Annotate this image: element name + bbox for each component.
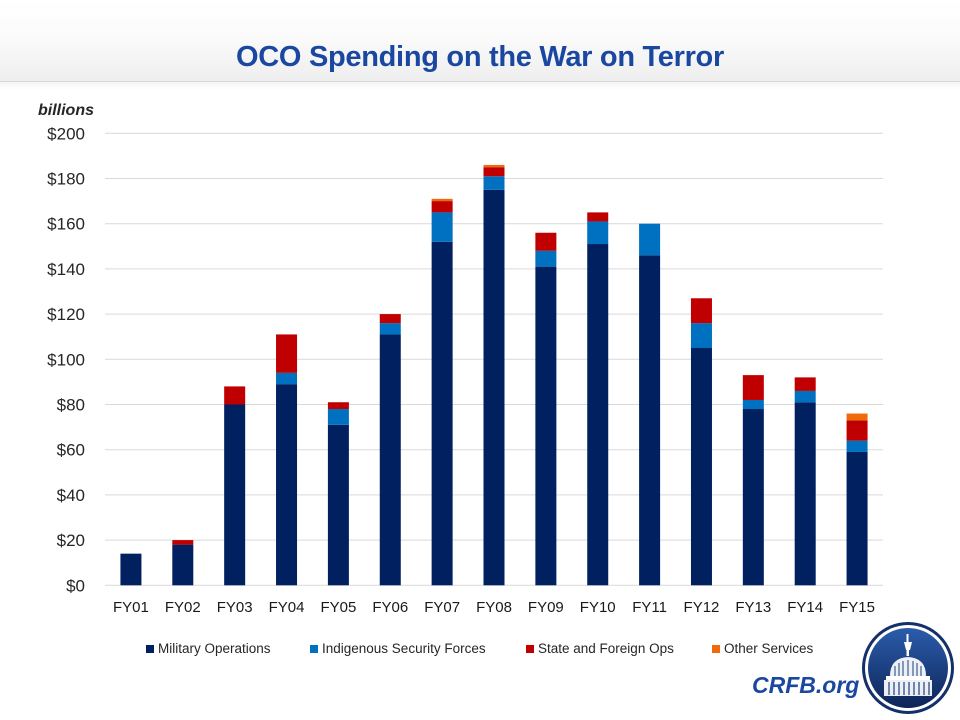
bar-segment-military-operations-fy09 (535, 266, 557, 586)
bar-segment-military-operations-fy14 (794, 402, 816, 586)
bar-segment-military-operations-fy12 (690, 348, 712, 586)
bar-segment-state-and-foreign-ops-fy05 (327, 402, 349, 410)
y-axis-ticks: $0 $20 $40 $60 $80 $100 $120 $140 $160 $180 $200 (47, 124, 85, 595)
bar-segment-indigenous-security-forces-fy14 (794, 390, 816, 403)
x-tick-label: FY14 (787, 599, 823, 616)
x-tick-label: FY10 (580, 599, 616, 616)
bar-segment-indigenous-security-forces-fy05 (327, 409, 349, 425)
x-tick-label: FY15 (839, 599, 875, 616)
bar-segment-state-and-foreign-ops-fy10 (587, 212, 609, 222)
bar-segment-indigenous-security-forces-fy10 (587, 221, 609, 245)
x-axis-labels: FY01 FY02 FY03 FY04 FY05 FY06 FY07 FY08 FY09 FY10… (113, 599, 875, 616)
bar-segment-indigenous-security-forces-fy07 (431, 212, 453, 242)
bar-segment-military-operations-fy04 (276, 384, 298, 586)
y-tick-label: $40 (57, 486, 85, 505)
bar-segment-state-and-foreign-ops-fy03 (224, 386, 246, 405)
bar-segment-military-operations-fy07 (431, 241, 453, 586)
bar-segment-military-operations-fy11 (639, 255, 661, 586)
bar-segment-military-operations-fy08 (483, 189, 505, 586)
bar-segment-other-services-fy15 (846, 413, 868, 421)
bar-segment-military-operations-fy02 (172, 544, 194, 586)
y-tick-label: $200 (47, 124, 85, 143)
bar-segment-state-and-foreign-ops-fy07 (431, 201, 453, 213)
x-tick-label: FY04 (269, 599, 305, 616)
x-tick-label: FY03 (217, 599, 253, 616)
legend-label: Military Operations (158, 641, 271, 656)
header-shadow (0, 82, 960, 90)
bar-segment-state-and-foreign-ops-fy02 (172, 540, 194, 545)
bar-segment-indigenous-security-forces-fy08 (483, 176, 505, 190)
y-tick-label: $20 (57, 531, 85, 550)
bar-segment-military-operations-fy06 (379, 334, 401, 586)
y-axis-unit-label: billions (38, 102, 94, 119)
bar-segment-military-operations-fy13 (742, 409, 764, 586)
legend-item-indigenous-security-forces: Indigenous Security Forces (310, 641, 486, 656)
bar-segment-state-and-foreign-ops-fy13 (742, 375, 764, 400)
chart-title: OCO Spending on the War on Terror (236, 41, 724, 73)
x-tick-label: FY05 (320, 599, 356, 616)
bar-segment-indigenous-security-forces-fy12 (690, 323, 712, 348)
x-tick-label: FY12 (684, 599, 720, 616)
bar-segment-military-operations-fy15 (846, 451, 868, 586)
bar-segment-indigenous-security-forces-fy15 (846, 440, 868, 452)
bar-segment-military-operations-fy05 (327, 424, 349, 586)
bar-segment-state-and-foreign-ops-fy09 (535, 232, 557, 251)
y-tick-label: $140 (47, 260, 85, 279)
legend-swatch-military-operations (146, 644, 154, 653)
brand-link[interactable]: CRFB.org (752, 672, 860, 698)
y-tick-label: $80 (57, 396, 85, 415)
y-tick-label: $160 (47, 215, 85, 234)
x-tick-label: FY01 (113, 599, 149, 616)
legend-item-state-and-foreign-ops: State and Foreign Ops (526, 641, 674, 656)
legend-item-other-services: Other Services (712, 641, 813, 656)
x-tick-label: FY08 (476, 599, 512, 616)
capitol-dome-logo-icon (862, 622, 954, 714)
bar-segment-indigenous-security-forces-fy11 (639, 223, 661, 256)
y-tick-label: $120 (47, 305, 85, 324)
legend-item-military-operations: Military Operations (146, 641, 271, 656)
bar-segment-state-and-foreign-ops-fy14 (794, 377, 816, 391)
bar-segment-indigenous-security-forces-fy06 (379, 323, 401, 335)
bar-segment-state-and-foreign-ops-fy15 (846, 420, 868, 441)
legend: Military Operations Indigenous Security … (0, 641, 960, 661)
x-tick-label: FY09 (528, 599, 564, 616)
y-tick-label: $0 (66, 576, 85, 595)
y-tick-label: $60 (57, 441, 85, 460)
bar-segment-state-and-foreign-ops-fy12 (690, 298, 712, 324)
x-tick-label: FY06 (372, 599, 408, 616)
legend-label: Other Services (724, 641, 814, 656)
bar-segment-military-operations-fy01 (120, 553, 142, 586)
bar-segment-military-operations-fy10 (587, 244, 609, 586)
bar-segment-state-and-foreign-ops-fy04 (276, 334, 298, 373)
bar-segment-state-and-foreign-ops-fy08 (483, 167, 505, 177)
bar-segment-indigenous-security-forces-fy09 (535, 250, 557, 267)
bar-segment-state-and-foreign-ops-fy06 (379, 314, 401, 324)
legend-swatch-indigenous-security-forces (310, 644, 318, 653)
bar-segment-military-operations-fy03 (224, 404, 246, 586)
bar-segment-indigenous-security-forces-fy13 (742, 399, 764, 410)
bars (120, 164, 868, 586)
y-tick-label: $100 (47, 350, 85, 369)
legend-label: State and Foreign Ops (538, 641, 674, 656)
x-tick-label: FY02 (165, 599, 201, 616)
header-band (0, 0, 960, 82)
bar-segment-other-services-fy08 (483, 164, 505, 168)
x-tick-label: FY07 (424, 599, 460, 616)
y-tick-label: $180 (47, 170, 85, 189)
bar-segment-indigenous-security-forces-fy04 (276, 372, 298, 385)
x-tick-label: FY13 (735, 599, 771, 616)
legend-swatch-state-and-foreign-ops (526, 644, 534, 653)
legend-swatch-other-services (712, 644, 720, 653)
legend-label: Indigenous Security Forces (322, 641, 486, 656)
x-tick-label: FY11 (632, 599, 667, 616)
bar-segment-other-services-fy07 (431, 198, 453, 202)
